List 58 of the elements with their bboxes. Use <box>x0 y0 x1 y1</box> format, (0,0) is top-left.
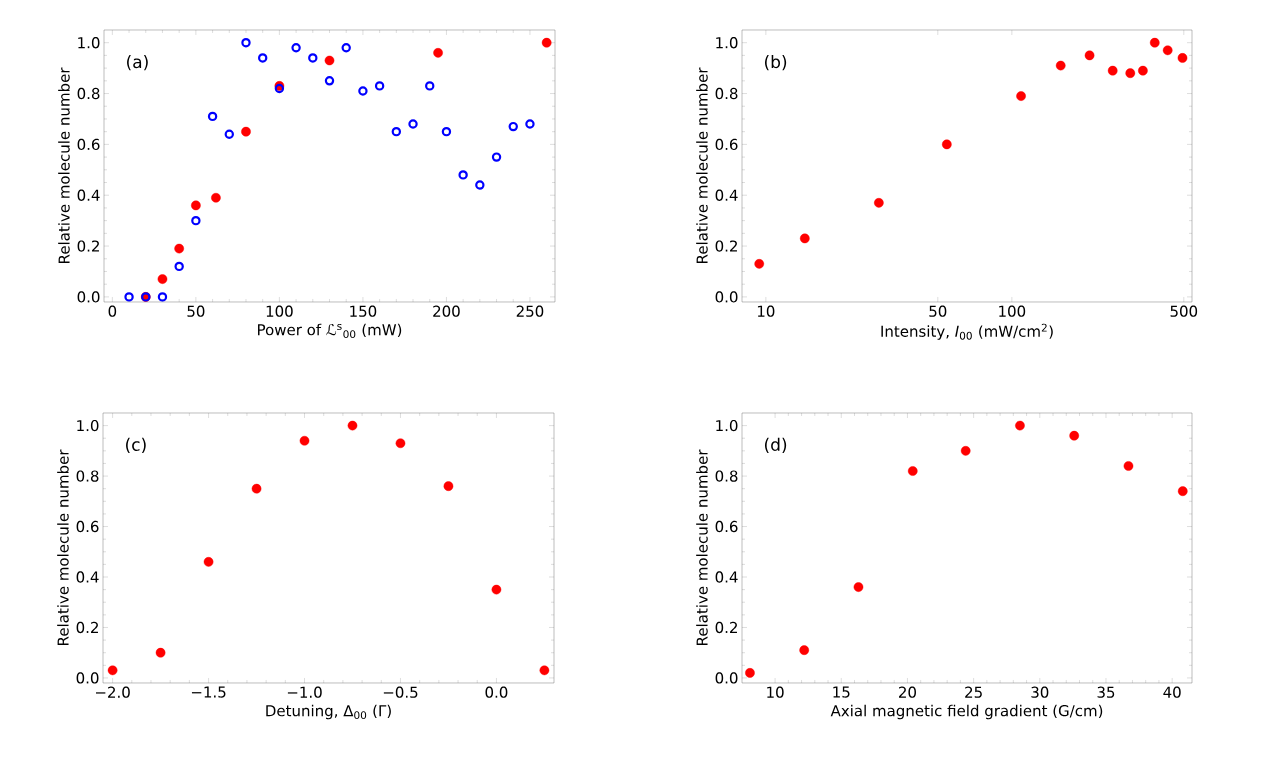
y-axis-title: Relative molecule number <box>57 449 69 645</box>
x-tick-label: −1.0 <box>287 686 322 698</box>
y-tick-label: 0.4 <box>715 189 738 201</box>
y-tick-label: 0.6 <box>715 138 738 151</box>
x-tick-label: 500 <box>1170 305 1198 317</box>
annotation: (a) <box>127 55 148 71</box>
x-axis-title: Intensity, I$_{00}$ (mW/cm$^{2}$) <box>881 323 1053 340</box>
y-tick-label: 0.2 <box>715 621 737 634</box>
x-tick-label: 30 <box>1031 686 1049 698</box>
x-tick-label: 10 <box>757 305 775 317</box>
x-tick-label: 150 <box>350 305 377 317</box>
y-axis-title: Relative molecule number <box>696 449 708 645</box>
y-tick-label: 0.2 <box>715 240 737 252</box>
y-tick-label: 0.6 <box>76 520 99 533</box>
x-tick-label: 40 <box>1163 686 1181 698</box>
x-tick-label: 100 <box>999 305 1026 317</box>
y-tick-label: 0.6 <box>715 520 738 533</box>
x-axis-title: Detuning, Δ$_{00}$ (Γ) <box>266 704 391 720</box>
x-tick-label: 35 <box>1097 686 1115 698</box>
y-tick-label: 0.2 <box>76 621 98 634</box>
y-tick-label: 0.0 <box>715 672 738 684</box>
x-tick-label: 200 <box>433 305 460 317</box>
y-tick-label: 0.2 <box>77 240 99 252</box>
y-tick-label: 0.8 <box>76 470 99 482</box>
x-tick-label: 100 <box>266 305 293 317</box>
x-tick-label: −2.0 <box>95 686 130 698</box>
y-tick-label: 0.8 <box>715 87 738 100</box>
x-axis-title: Axial magnetic field gradient (G/cm) <box>830 704 1103 720</box>
y-tick-label: 0.4 <box>77 189 100 201</box>
x-tick-label: −1.5 <box>191 686 226 698</box>
y-tick-label: 0.0 <box>77 291 100 303</box>
x-axis-title: Power of ℒ$^{s}$$_{00}$ (mW) <box>258 323 402 339</box>
y-tick-label: 0.6 <box>77 138 100 151</box>
x-tick-label: 0.0 <box>485 686 508 698</box>
annotation: (b) <box>765 55 787 71</box>
x-tick-label: 15 <box>833 686 850 698</box>
y-tick-label: 0.4 <box>76 571 99 583</box>
x-tick-label: 50 <box>187 305 205 317</box>
y-tick-label: 0.0 <box>76 672 99 684</box>
x-tick-label: 50 <box>929 305 947 317</box>
y-tick-label: 1.0 <box>716 419 738 432</box>
x-tick-label: 20 <box>899 686 916 698</box>
x-tick-label: 25 <box>965 686 982 698</box>
y-tick-label: 0.8 <box>77 87 100 100</box>
x-tick-label: 250 <box>516 305 544 317</box>
y-tick-label: 1.0 <box>716 37 738 49</box>
x-tick-label: −0.5 <box>383 686 418 698</box>
y-tick-label: 0.4 <box>715 571 738 583</box>
annotation: (c) <box>126 437 146 453</box>
x-tick-label: 0 <box>108 305 117 317</box>
y-tick-label: 1.0 <box>78 37 100 49</box>
y-tick-label: 0.8 <box>715 470 738 482</box>
y-tick-label: 1.0 <box>77 419 99 432</box>
y-tick-label: 0.0 <box>715 291 738 303</box>
annotation: (d) <box>764 437 787 453</box>
x-tick-label: 10 <box>767 686 784 698</box>
y-axis-title: Relative molecule number <box>696 67 708 263</box>
y-axis-title: Relative molecule number <box>58 67 70 263</box>
